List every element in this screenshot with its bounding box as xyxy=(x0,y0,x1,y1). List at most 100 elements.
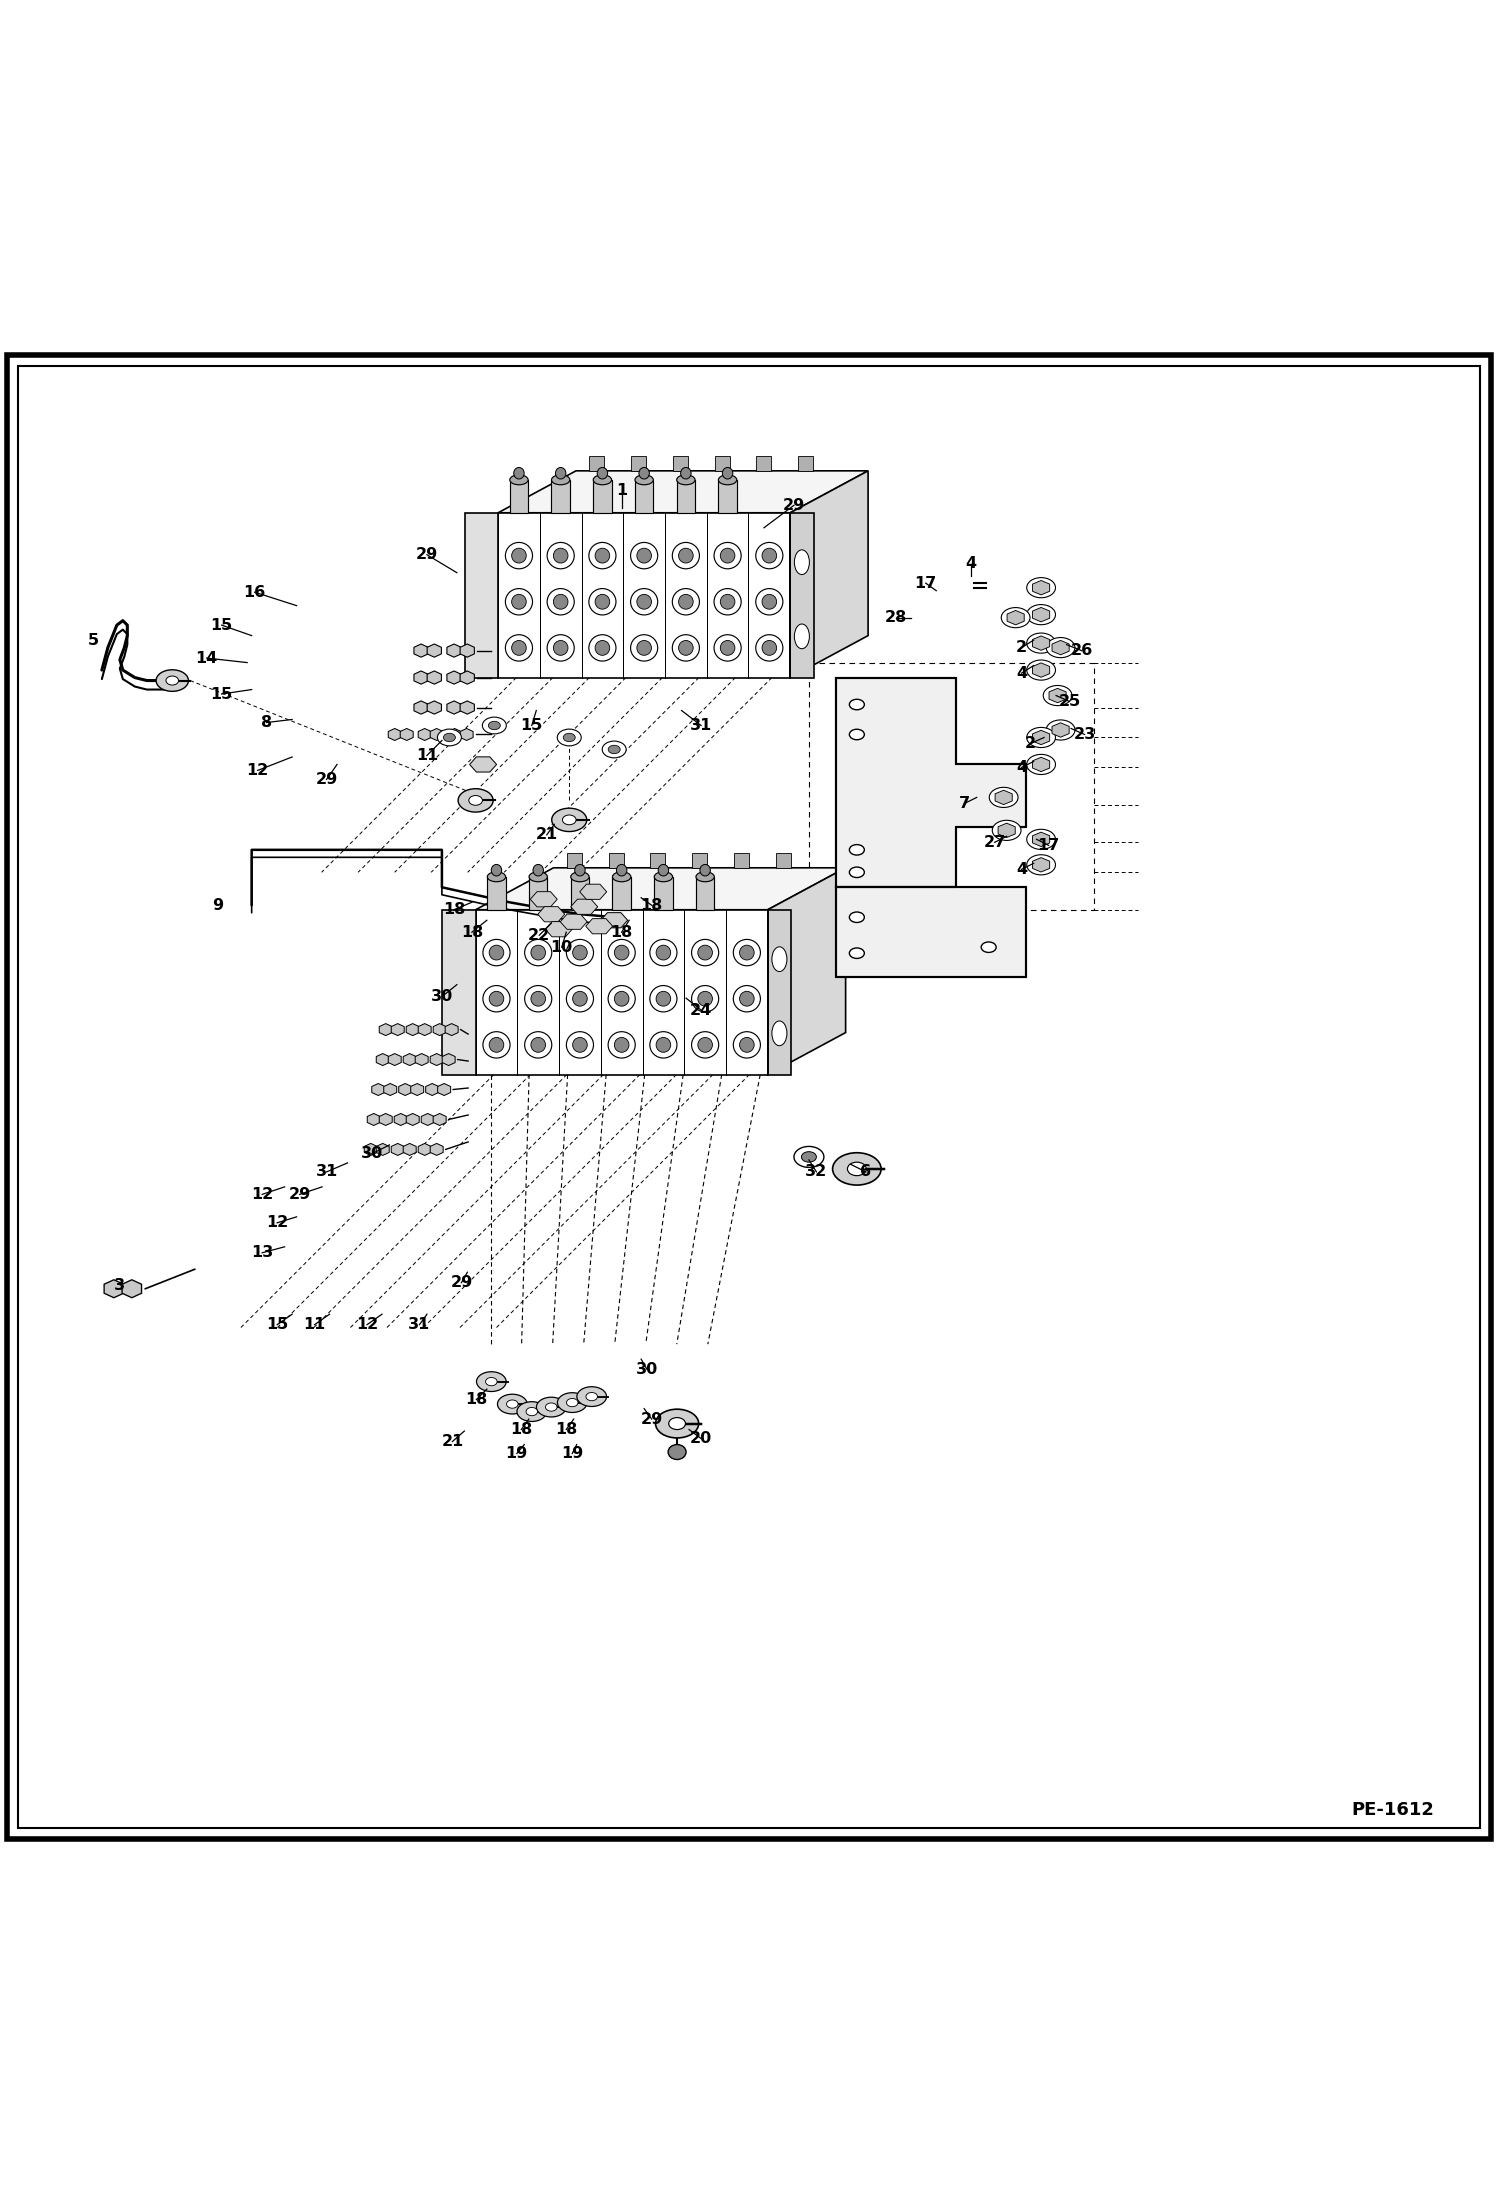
Ellipse shape xyxy=(637,595,652,610)
Polygon shape xyxy=(1032,757,1050,772)
Text: 12: 12 xyxy=(267,1215,288,1231)
Text: 12: 12 xyxy=(357,1316,377,1332)
Ellipse shape xyxy=(485,1378,497,1387)
Polygon shape xyxy=(1052,722,1070,737)
Text: 17: 17 xyxy=(1038,838,1059,853)
Ellipse shape xyxy=(491,864,502,875)
Text: 2: 2 xyxy=(1016,641,1028,656)
Polygon shape xyxy=(430,728,443,742)
Ellipse shape xyxy=(482,717,506,733)
Ellipse shape xyxy=(566,1398,578,1406)
Ellipse shape xyxy=(692,1031,719,1058)
Ellipse shape xyxy=(715,542,742,568)
Ellipse shape xyxy=(650,985,677,1011)
Text: 19: 19 xyxy=(562,1446,583,1461)
Text: 26: 26 xyxy=(1071,643,1092,658)
Text: 28: 28 xyxy=(885,610,906,625)
Ellipse shape xyxy=(698,1038,713,1053)
Bar xyxy=(719,480,737,513)
Ellipse shape xyxy=(530,992,545,1007)
Ellipse shape xyxy=(640,467,649,478)
Polygon shape xyxy=(445,1025,458,1036)
Ellipse shape xyxy=(849,948,864,959)
Text: 20: 20 xyxy=(691,1430,712,1446)
Text: 15: 15 xyxy=(211,687,232,702)
Ellipse shape xyxy=(547,634,574,660)
Ellipse shape xyxy=(547,542,574,568)
Ellipse shape xyxy=(715,588,742,614)
Ellipse shape xyxy=(849,913,864,921)
Text: 21: 21 xyxy=(536,827,557,842)
Polygon shape xyxy=(364,1143,377,1156)
Polygon shape xyxy=(446,645,461,658)
Text: 6: 6 xyxy=(860,1165,872,1180)
Ellipse shape xyxy=(614,946,629,961)
Ellipse shape xyxy=(458,788,493,812)
Polygon shape xyxy=(767,911,791,1075)
Ellipse shape xyxy=(566,939,593,965)
Ellipse shape xyxy=(476,1371,506,1391)
Ellipse shape xyxy=(697,871,715,882)
Polygon shape xyxy=(427,645,442,658)
Polygon shape xyxy=(1032,663,1050,678)
Ellipse shape xyxy=(698,992,713,1007)
Ellipse shape xyxy=(482,985,509,1011)
Ellipse shape xyxy=(849,845,864,856)
Ellipse shape xyxy=(469,796,482,805)
Ellipse shape xyxy=(482,1031,509,1058)
Polygon shape xyxy=(383,1084,397,1095)
Ellipse shape xyxy=(1035,759,1047,768)
Ellipse shape xyxy=(679,641,694,656)
Polygon shape xyxy=(413,645,428,658)
Ellipse shape xyxy=(512,548,526,564)
Polygon shape xyxy=(586,919,613,935)
Ellipse shape xyxy=(533,864,544,875)
Polygon shape xyxy=(1032,731,1050,744)
Polygon shape xyxy=(406,1025,419,1036)
Ellipse shape xyxy=(794,1147,824,1167)
Text: 18: 18 xyxy=(556,1422,577,1437)
Polygon shape xyxy=(394,1115,407,1126)
Ellipse shape xyxy=(719,474,737,485)
Ellipse shape xyxy=(608,985,635,1011)
Ellipse shape xyxy=(635,474,653,485)
Ellipse shape xyxy=(482,939,509,965)
Polygon shape xyxy=(998,823,1016,838)
Ellipse shape xyxy=(692,939,719,965)
Ellipse shape xyxy=(1026,728,1056,748)
Ellipse shape xyxy=(715,634,742,660)
Ellipse shape xyxy=(650,1031,677,1058)
Ellipse shape xyxy=(1035,584,1047,592)
Polygon shape xyxy=(425,1084,439,1095)
Polygon shape xyxy=(433,1025,446,1036)
Ellipse shape xyxy=(551,474,569,485)
Ellipse shape xyxy=(1026,829,1056,849)
Ellipse shape xyxy=(1035,638,1047,647)
Ellipse shape xyxy=(833,1152,881,1185)
Polygon shape xyxy=(571,900,598,915)
Ellipse shape xyxy=(524,939,551,965)
Ellipse shape xyxy=(734,985,761,1011)
Polygon shape xyxy=(406,1115,419,1126)
Text: 30: 30 xyxy=(361,1147,382,1161)
Text: 7: 7 xyxy=(959,796,971,812)
Polygon shape xyxy=(430,1143,443,1156)
Ellipse shape xyxy=(1043,685,1073,706)
Text: 18: 18 xyxy=(466,1393,487,1406)
Ellipse shape xyxy=(673,634,700,660)
Text: PE-1612: PE-1612 xyxy=(1351,1801,1435,1819)
Polygon shape xyxy=(1032,581,1050,595)
Ellipse shape xyxy=(608,1031,635,1058)
Polygon shape xyxy=(421,1115,434,1126)
Ellipse shape xyxy=(655,871,673,882)
Text: 15: 15 xyxy=(267,1316,288,1332)
Ellipse shape xyxy=(589,634,616,660)
Polygon shape xyxy=(538,906,565,921)
Polygon shape xyxy=(379,1115,392,1126)
Ellipse shape xyxy=(595,595,610,610)
Ellipse shape xyxy=(1001,825,1013,834)
Polygon shape xyxy=(497,513,791,678)
Ellipse shape xyxy=(602,742,626,757)
Ellipse shape xyxy=(801,1152,816,1163)
Ellipse shape xyxy=(608,939,635,965)
